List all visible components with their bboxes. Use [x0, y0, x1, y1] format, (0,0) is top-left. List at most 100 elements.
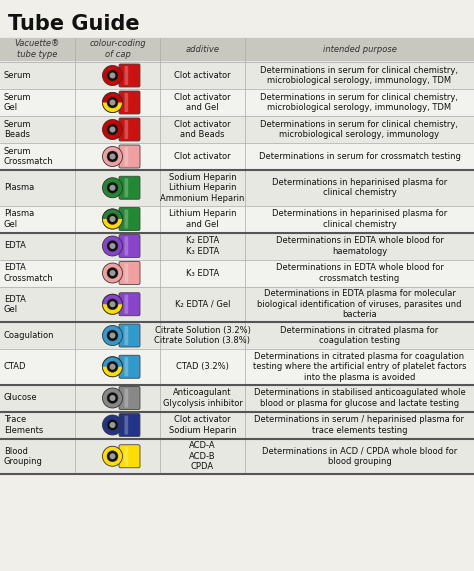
Circle shape [109, 453, 116, 459]
FancyBboxPatch shape [125, 66, 128, 85]
FancyBboxPatch shape [119, 64, 140, 87]
Text: K₃ EDTA: K₃ EDTA [186, 268, 219, 278]
Circle shape [102, 93, 122, 112]
Text: CTAD (3.2%): CTAD (3.2%) [176, 362, 229, 371]
Bar [0, 38, 474, 60]
Circle shape [102, 236, 122, 256]
Bar [0, 322, 474, 349]
FancyBboxPatch shape [125, 416, 128, 435]
Bar [0, 206, 474, 232]
Text: Determinations in citrated plasma for coagulation
testing where the artificial e: Determinations in citrated plasma for co… [253, 352, 466, 381]
Bar [0, 116, 474, 143]
FancyBboxPatch shape [125, 326, 128, 345]
Text: Tube Guide: Tube Guide [8, 14, 140, 34]
Circle shape [107, 182, 118, 193]
Wedge shape [102, 103, 122, 112]
Bar [0, 259, 474, 287]
Bar [0, 89, 474, 116]
Circle shape [109, 364, 116, 370]
Text: Determinations in EDTA whole blood for
crossmatch testing: Determinations in EDTA whole blood for c… [275, 263, 444, 283]
Bar [0, 439, 474, 474]
Text: Serum: Serum [4, 71, 31, 80]
Circle shape [107, 420, 118, 431]
Text: intended purpose: intended purpose [323, 45, 396, 54]
Circle shape [102, 209, 122, 229]
Text: Plasma
Gel: Plasma Gel [4, 210, 34, 229]
Circle shape [102, 294, 122, 314]
Text: Determinations in ACD / CPDA whole blood for
blood grouping: Determinations in ACD / CPDA whole blood… [262, 447, 457, 466]
FancyBboxPatch shape [125, 178, 128, 197]
Text: Determinations in serum for clinical chemistry,
microbiological serology, immuno: Determinations in serum for clinical che… [261, 66, 458, 85]
Bar [0, 412, 474, 439]
Text: K₂ EDTA / Gel: K₂ EDTA / Gel [175, 300, 230, 309]
Text: EDTA: EDTA [4, 242, 26, 251]
Text: EDTA
Gel: EDTA Gel [4, 295, 26, 314]
Text: Plasma: Plasma [4, 183, 34, 192]
Text: Serum
Beads: Serum Beads [4, 120, 31, 139]
FancyBboxPatch shape [119, 262, 140, 284]
Bar [0, 232, 474, 259]
Circle shape [102, 178, 122, 198]
Text: Determinations in serum / heparinised plasma for
trace elements testing: Determinations in serum / heparinised pl… [255, 415, 465, 435]
Circle shape [107, 267, 118, 279]
FancyBboxPatch shape [125, 210, 128, 228]
Circle shape [109, 332, 116, 339]
Text: Clot activator
Sodium Heparin: Clot activator Sodium Heparin [169, 415, 237, 435]
Text: Determinations in heparinised plasma for
clinical chemistry: Determinations in heparinised plasma for… [272, 178, 447, 198]
Text: Determinations in EDTA whole blood for
haematology: Determinations in EDTA whole blood for h… [275, 236, 444, 256]
Circle shape [102, 415, 122, 435]
Text: Vacuette®
tube type: Vacuette® tube type [15, 39, 60, 59]
Circle shape [102, 447, 122, 467]
FancyBboxPatch shape [125, 93, 128, 112]
FancyBboxPatch shape [119, 413, 140, 436]
Circle shape [107, 299, 118, 309]
Text: CTAD: CTAD [4, 362, 27, 371]
Text: Determinations in EDTA plasma for molecular
biological identification of viruses: Determinations in EDTA plasma for molecu… [257, 289, 462, 319]
FancyBboxPatch shape [125, 236, 128, 255]
FancyBboxPatch shape [119, 324, 140, 347]
Circle shape [107, 124, 118, 135]
FancyBboxPatch shape [119, 91, 140, 114]
FancyBboxPatch shape [125, 357, 128, 376]
Circle shape [107, 330, 118, 341]
FancyBboxPatch shape [125, 447, 128, 466]
Bar [0, 287, 474, 322]
Text: Clot activator: Clot activator [174, 152, 231, 161]
Circle shape [107, 361, 118, 372]
FancyBboxPatch shape [125, 388, 128, 408]
Text: Clot activator: Clot activator [174, 71, 231, 80]
Circle shape [109, 73, 116, 78]
Text: Glucose: Glucose [4, 393, 37, 403]
Circle shape [109, 154, 116, 159]
Circle shape [107, 97, 118, 108]
FancyBboxPatch shape [125, 120, 128, 139]
Circle shape [109, 127, 116, 132]
Text: ACD-A
ACD-B
CPDA: ACD-A ACD-B CPDA [189, 441, 216, 471]
Bar [0, 62, 474, 89]
Text: Determinations in heparinised plasma for
clinical chemistry: Determinations in heparinised plasma for… [272, 210, 447, 229]
Text: Determinations in serum for clinical chemistry,
microbiological serology, immuno: Determinations in serum for clinical che… [261, 93, 458, 112]
Circle shape [109, 185, 116, 191]
FancyBboxPatch shape [119, 118, 140, 141]
Text: EDTA
Crossmatch: EDTA Crossmatch [4, 263, 54, 283]
FancyBboxPatch shape [119, 445, 140, 468]
Text: Citrate Solution (3.2%)
Citrate Solution (3.8%): Citrate Solution (3.2%) Citrate Solution… [155, 326, 250, 345]
Text: K₂ EDTA
K₃ EDTA: K₂ EDTA K₃ EDTA [186, 236, 219, 256]
Circle shape [107, 451, 118, 462]
FancyBboxPatch shape [119, 145, 140, 168]
Text: Sodium Heparin
Lithium Heparin
Ammonium Heparin: Sodium Heparin Lithium Heparin Ammonium … [160, 173, 245, 203]
Circle shape [102, 357, 122, 377]
Text: Coagulation: Coagulation [4, 331, 55, 340]
Bar [0, 384, 474, 412]
FancyBboxPatch shape [119, 355, 140, 378]
Text: Clot activator
and Gel: Clot activator and Gel [174, 93, 231, 112]
Circle shape [102, 147, 122, 167]
Text: Lithium Heparin
and Gel: Lithium Heparin and Gel [169, 210, 236, 229]
Circle shape [107, 214, 118, 224]
Text: colour-coding
of cap: colour-coding of cap [89, 39, 146, 59]
Circle shape [109, 270, 116, 276]
FancyBboxPatch shape [119, 235, 140, 258]
Circle shape [109, 243, 116, 249]
Text: Clot activator
and Beads: Clot activator and Beads [174, 120, 231, 139]
FancyBboxPatch shape [119, 176, 140, 199]
